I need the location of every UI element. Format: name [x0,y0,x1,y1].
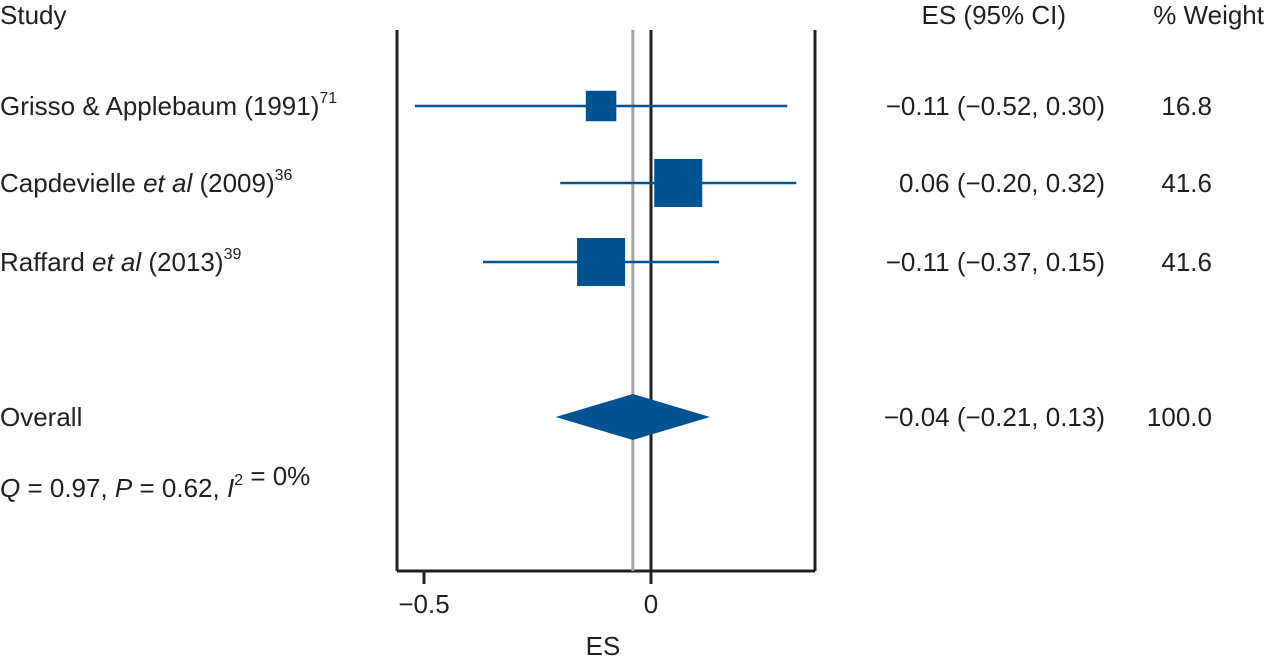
es-ci-value: −0.11 (−0.37, 0.15) [886,247,1105,277]
x-tick-label: 0 [644,589,658,619]
study-row: Capdevielle et al (2009)36 0.06 (−0.20, 0… [0,159,1212,207]
header-weight: % Weight [1153,0,1264,30]
effect-size-box [577,238,626,286]
x-axis-label: ES [586,631,621,658]
overall-es-ci-value: −0.04 (−0.21, 0.13) [884,402,1105,432]
weight-value: 16.8 [1161,91,1212,121]
study-label: Capdevielle et al (2009)36 [0,167,293,198]
header-es-ci: ES (95% CI) [922,0,1067,30]
study-label: Raffard et al (2013)39 [0,246,241,277]
heterogeneity-stats: Q = 0.97, P = 0.62, I2 = 0% [0,461,310,503]
study-label: Grisso & Applebaum (1991)71 [0,90,337,121]
study-row: Grisso & Applebaum (1991)71 −0.11 (−0.52,… [0,90,1212,122]
weight-value: 41.6 [1161,168,1212,198]
overall-label: Overall [0,402,82,432]
effect-size-box [585,90,617,122]
es-ci-value: −0.11 (−0.52, 0.30) [886,91,1105,121]
overall-weight-value: 100.0 [1147,402,1212,432]
overall-diamond [555,394,711,440]
weight-value: 41.6 [1161,247,1212,277]
header-study: Study [0,0,67,30]
study-row: Raffard et al (2013)39 −0.11 (−0.37, 0.15… [0,238,1212,286]
es-ci-value: 0.06 (−0.20, 0.32) [899,168,1105,198]
effect-size-box [654,159,703,207]
x-tick-label: −0.5 [398,589,449,619]
